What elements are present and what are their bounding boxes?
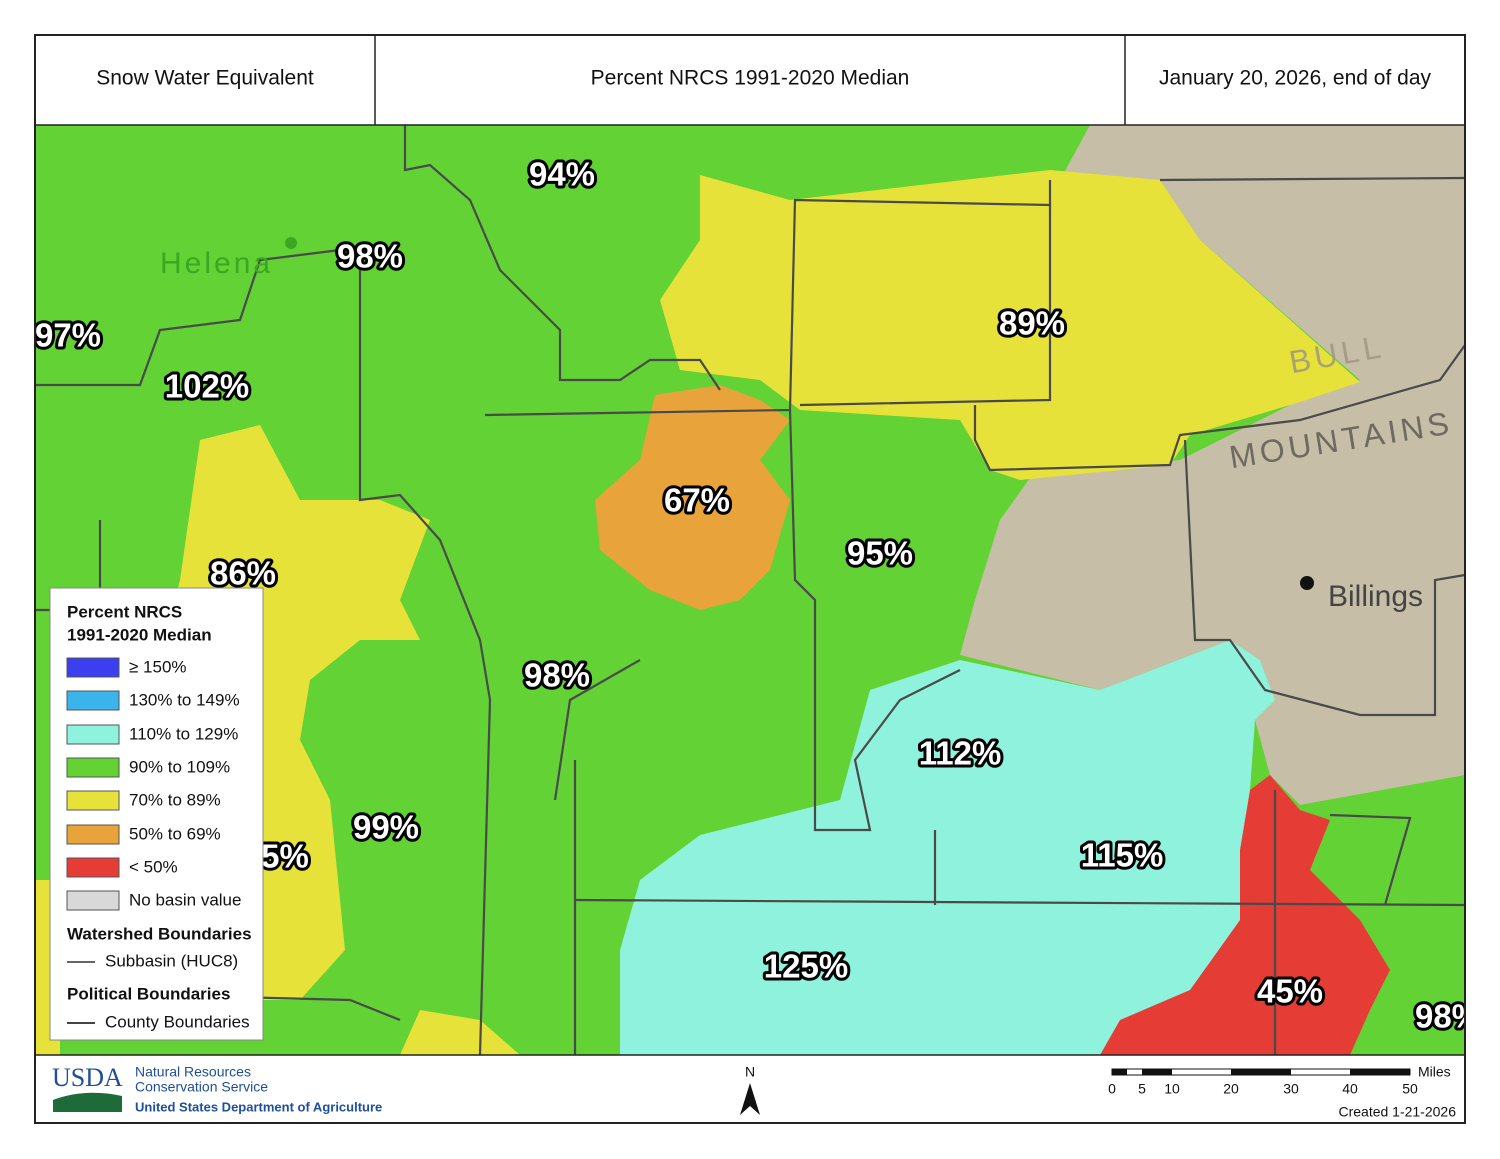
scale-label: 5 bbox=[1138, 1081, 1146, 1097]
yellow-basin-ne bbox=[660, 170, 1360, 480]
no-data-area bbox=[960, 125, 1465, 805]
department-name: United States Department of Agriculture bbox=[135, 1099, 382, 1114]
legend-item: 130% to 149% bbox=[129, 690, 240, 709]
legend-item: 50% to 69% bbox=[129, 824, 221, 843]
header: Snow Water Equivalent Percent NRCS 1991-… bbox=[96, 35, 1432, 125]
agency-name: Conservation Service bbox=[135, 1079, 268, 1095]
basin-label: 97% bbox=[35, 317, 101, 354]
legend-item: No basin value bbox=[129, 890, 241, 909]
basin-label: 102% bbox=[165, 368, 249, 405]
legend-section: Watershed Boundaries bbox=[67, 924, 252, 943]
scale-unit: Miles bbox=[1418, 1064, 1451, 1080]
north-label: N bbox=[745, 1064, 755, 1080]
legend-item: 110% to 129% bbox=[129, 724, 238, 743]
scale-label: 30 bbox=[1283, 1081, 1299, 1097]
map: Helena BULL MOUNTAINS Billings 94% 98% 9… bbox=[35, 125, 1481, 1055]
legend-title: 1991-2020 Median bbox=[67, 625, 212, 644]
basin-label: 115% bbox=[1081, 837, 1164, 874]
red-basin bbox=[1100, 775, 1390, 1055]
legend-item: Subbasin (HUC8) bbox=[105, 951, 238, 970]
legend-item: ≥ 150% bbox=[129, 657, 187, 676]
legend-item: < 50% bbox=[129, 857, 178, 876]
basin-label: 98% bbox=[337, 238, 403, 275]
legend: Percent NRCS 1991-2020 Median ≥ 150% 130… bbox=[49, 587, 264, 1041]
basin-label: 89% bbox=[999, 305, 1065, 342]
basin-label: 67% bbox=[664, 482, 730, 519]
basin-label: 125% bbox=[764, 948, 848, 985]
created-date: Created 1-21-2026 bbox=[1338, 1104, 1456, 1120]
footer: USDA Natural Resources Conservation Serv… bbox=[52, 1063, 1456, 1120]
basin-label: 45% bbox=[1257, 973, 1323, 1010]
agency-name: Natural Resources bbox=[135, 1064, 251, 1080]
basin-label: 98% bbox=[1415, 998, 1481, 1035]
legend-item: 90% to 109% bbox=[129, 757, 230, 776]
usda-logo: USDA bbox=[52, 1063, 123, 1092]
scale-label: 0 bbox=[1108, 1081, 1116, 1097]
header-right: January 20, 2026, end of day bbox=[1159, 67, 1432, 90]
orange-basin bbox=[595, 385, 790, 610]
basin-label: 95% bbox=[847, 535, 913, 572]
scale-label: 50 bbox=[1402, 1081, 1418, 1097]
boundaries bbox=[35, 125, 1465, 1055]
cyan-basins bbox=[620, 640, 1275, 1055]
header-left: Snow Water Equivalent bbox=[96, 67, 314, 90]
basin-label: 86% bbox=[210, 555, 276, 592]
basin-label: 5% bbox=[261, 838, 309, 875]
scale-label: 10 bbox=[1164, 1081, 1180, 1097]
legend-item: 70% to 89% bbox=[129, 790, 221, 809]
basin-label: 112% bbox=[919, 735, 1002, 772]
place-label: Billings bbox=[1328, 580, 1423, 613]
legend-title: Percent NRCS bbox=[67, 602, 182, 621]
scale-label: 20 bbox=[1223, 1081, 1239, 1097]
scale-bar: 0 5 10 20 30 40 50 Miles bbox=[1108, 1064, 1451, 1097]
legend-item: County Boundaries bbox=[105, 1012, 250, 1031]
basin-label: 94% bbox=[529, 156, 595, 193]
legend-section: Political Boundaries bbox=[67, 984, 230, 1003]
basin-label: 98% bbox=[524, 657, 590, 694]
yellow-basin-s bbox=[400, 1010, 520, 1055]
header-center: Percent NRCS 1991-2020 Median bbox=[591, 67, 910, 90]
basin-label: 99% bbox=[353, 809, 419, 846]
scale-label: 40 bbox=[1342, 1081, 1358, 1097]
place-label: Helena bbox=[160, 247, 273, 280]
